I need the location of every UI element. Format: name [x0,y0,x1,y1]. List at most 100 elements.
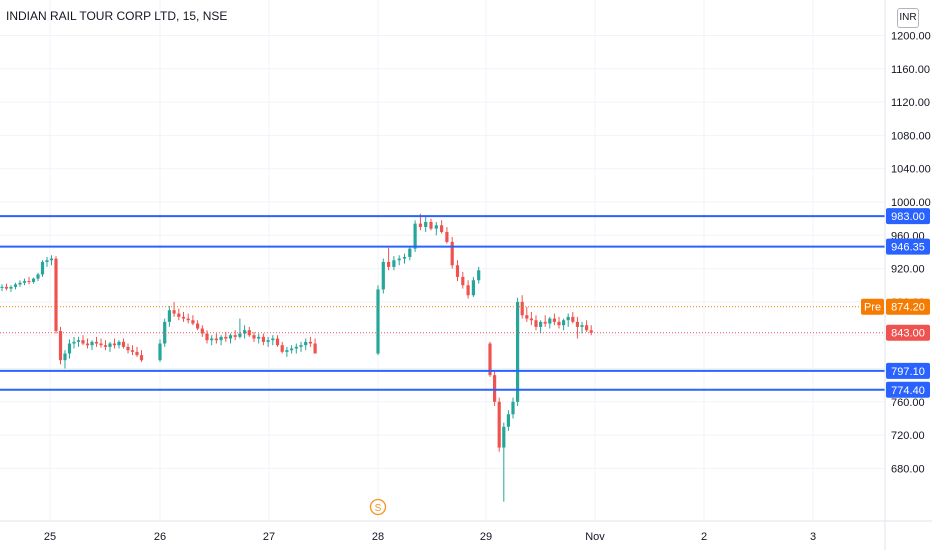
candle-body[interactable] [49,258,54,261]
candle-body[interactable] [121,341,126,347]
candle-body[interactable] [271,338,275,341]
candle-body[interactable] [566,316,570,321]
candle-body[interactable] [200,328,204,334]
candle-body[interactable] [580,325,584,327]
candle-body[interactable] [525,315,529,319]
candle-body[interactable] [471,280,475,296]
candle-body[interactable] [299,345,303,347]
candle-body[interactable] [461,276,465,286]
candle-body[interactable] [589,330,593,333]
candle-body[interactable] [575,321,579,327]
candle-body[interactable] [313,343,317,354]
candle-body[interactable] [562,320,566,326]
candle-body[interactable] [67,343,72,354]
split-event-icon[interactable] [369,498,387,516]
candle-body[interactable] [516,301,520,402]
candle-body[interactable] [4,286,9,289]
candle-body[interactable] [511,401,515,415]
candle-body[interactable] [9,286,13,289]
candle-body[interactable] [571,316,575,322]
candle-body[interactable] [45,260,49,262]
candle-body[interactable] [233,335,237,337]
candle-body[interactable] [252,335,256,339]
candle-body[interactable] [54,258,58,332]
candle-body[interactable] [308,341,312,344]
candle-body[interactable] [557,321,561,326]
candle-body[interactable] [402,256,407,259]
candle-body[interactable] [76,340,81,342]
candle-body[interactable] [466,285,470,296]
candle-body[interactable] [90,341,94,346]
candle-body[interactable] [163,321,167,344]
plot-area[interactable] [0,213,593,502]
candle-body[interactable] [261,336,265,342]
candle-body[interactable] [440,225,444,232]
candle-body[interactable] [18,282,22,285]
candle-body[interactable] [285,350,289,352]
candle-body[interactable] [210,338,214,341]
candle-body[interactable] [290,348,294,351]
candle-body[interactable] [158,343,162,361]
candle-body[interactable] [434,225,438,229]
candle-body[interactable] [126,346,130,351]
candle-body[interactable] [177,313,181,317]
candle-body[interactable] [418,223,422,227]
candle-body[interactable] [397,258,401,261]
horizontal-levels[interactable] [0,215,885,391]
candle-body[interactable] [108,343,112,347]
currency-label[interactable]: INR [897,8,919,28]
candle-body[interactable] [31,278,36,282]
candle-body[interactable] [424,221,428,227]
candle-body[interactable] [81,340,85,344]
candle-body[interactable] [520,301,524,316]
candle-body[interactable] [196,323,200,329]
candle-body[interactable] [40,261,45,275]
candle-body[interactable] [22,281,27,283]
candle-body[interactable] [238,333,242,337]
candle-body[interactable] [224,336,228,339]
time-axis[interactable]: 25 26 27 28 29 Nov 2 3 [44,531,816,543]
candle-body[interactable] [506,414,510,427]
candle-body[interactable] [294,346,298,349]
candle-body[interactable] [27,281,31,283]
candle-body[interactable] [167,310,171,322]
candle-body[interactable] [13,284,18,287]
candle-body[interactable] [85,343,90,346]
candle-body[interactable] [228,335,233,339]
candle-body[interactable] [275,338,280,346]
candle-body[interactable] [408,248,412,257]
candle-body[interactable] [63,353,67,361]
candle-body[interactable] [172,310,176,314]
candle-body[interactable] [280,345,284,352]
candle-body[interactable] [534,320,538,327]
candle-body[interactable] [99,343,103,346]
candle-body[interactable] [543,321,547,324]
candle-body[interactable] [497,401,501,448]
candle-body[interactable] [72,341,76,344]
candle-body[interactable] [413,223,417,249]
candle-body[interactable] [376,289,380,354]
candle-body[interactable] [103,345,108,347]
candle-body[interactable] [139,355,144,361]
candle-body[interactable] [450,241,454,266]
candle-body[interactable] [488,343,492,376]
candle-body[interactable] [243,330,247,334]
candle-body[interactable] [477,270,481,281]
candle-body[interactable] [214,338,218,341]
candle-body[interactable] [539,321,543,327]
candle-body[interactable] [381,261,385,290]
candle-body[interactable] [205,333,209,341]
candle-body[interactable] [36,274,40,279]
candle-body[interactable] [387,261,391,267]
candle-body[interactable] [392,260,396,267]
candle-body[interactable] [219,336,223,341]
candle-body[interactable] [186,318,190,321]
candle-body[interactable] [455,265,460,277]
candle-body[interactable] [552,318,556,322]
candle-body[interactable] [445,231,449,242]
candle-body[interactable] [58,331,63,361]
event-marker[interactable]: S [369,498,387,516]
candle-body[interactable] [191,320,195,324]
candle-body[interactable] [135,351,139,356]
